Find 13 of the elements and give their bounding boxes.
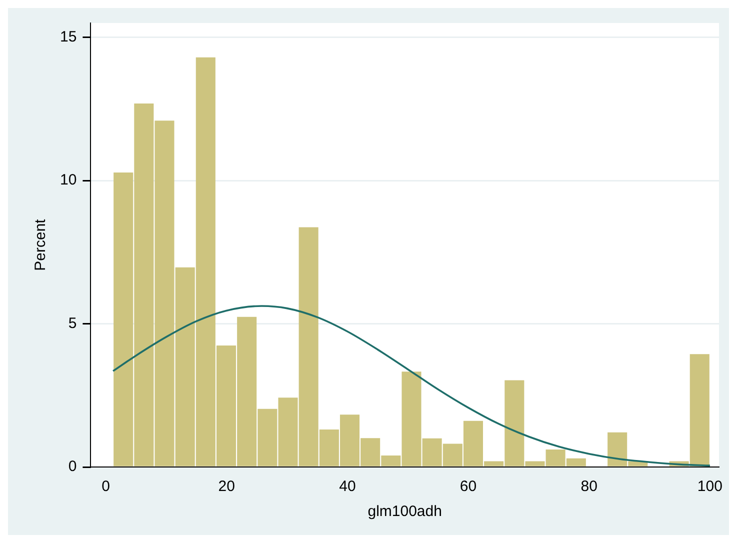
- y-axis-title: Percent: [32, 218, 50, 271]
- x-tick-label: 80: [580, 478, 598, 496]
- line-series: [112, 305, 711, 466]
- x-tick-label: 0: [102, 478, 110, 496]
- y-tick-label: 0: [68, 458, 77, 476]
- x-axis-title: glm100adh: [368, 503, 442, 520]
- x-tick-label: 40: [339, 478, 356, 496]
- x-tick-label: 100: [697, 478, 722, 496]
- y-tick-label: 10: [60, 172, 77, 189]
- y-tick-label: 15: [60, 28, 77, 46]
- y-tick-label: 5: [68, 314, 77, 332]
- x-tick-label: 60: [460, 478, 477, 496]
- x-tick-label: 20: [218, 478, 235, 496]
